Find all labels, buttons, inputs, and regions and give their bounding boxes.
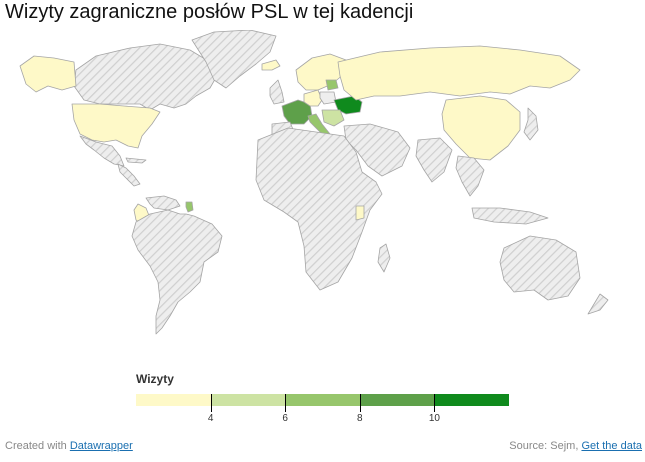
region-united-kingdom[interactable] bbox=[269, 79, 285, 105]
legend: Wizyty 4 6 8 10 bbox=[136, 372, 510, 432]
region-french-guiana[interactable] bbox=[185, 201, 194, 213]
legend-swatch bbox=[434, 394, 509, 406]
legend-swatch bbox=[210, 394, 286, 406]
legend-tick bbox=[285, 394, 287, 412]
legend-color-scale bbox=[136, 394, 509, 406]
region-germany[interactable] bbox=[303, 89, 323, 107]
legend-swatch bbox=[136, 394, 211, 406]
region-central-america[interactable] bbox=[117, 163, 141, 187]
region-lithuania[interactable] bbox=[325, 79, 339, 91]
region-canada[interactable] bbox=[73, 43, 219, 111]
legend-tick-label: 6 bbox=[282, 413, 288, 424]
source-label: Source: Sejm, bbox=[509, 440, 579, 452]
legend-swatch bbox=[285, 394, 360, 406]
region-venezuela[interactable] bbox=[145, 195, 181, 211]
region-balkans[interactable] bbox=[321, 109, 345, 127]
datawrapper-link[interactable]: Datawrapper bbox=[69, 440, 133, 452]
region-south-america[interactable] bbox=[131, 209, 223, 335]
region-poland[interactable] bbox=[319, 91, 337, 105]
region-africa[interactable] bbox=[255, 127, 383, 291]
region-scandinavia[interactable] bbox=[295, 53, 347, 91]
world-map bbox=[19, 30, 609, 335]
region-france[interactable] bbox=[281, 99, 313, 125]
region-russia[interactable] bbox=[337, 45, 581, 101]
region-southeast-asia[interactable] bbox=[455, 155, 485, 197]
region-india[interactable] bbox=[415, 137, 453, 183]
legend-tick-label: 4 bbox=[207, 413, 214, 424]
legend-tick bbox=[359, 394, 361, 412]
region-iceland[interactable] bbox=[261, 59, 281, 71]
credit-text: Created with Datawrapper bbox=[5, 440, 133, 452]
get-data-link[interactable]: Get the data bbox=[581, 440, 642, 452]
region-australia[interactable] bbox=[499, 235, 581, 301]
region-japan[interactable] bbox=[523, 107, 539, 141]
created-with-label: Created with bbox=[5, 440, 67, 452]
region-indonesia[interactable] bbox=[471, 207, 549, 225]
legend-tick-label: 10 bbox=[428, 413, 440, 424]
region-kenya[interactable] bbox=[355, 205, 365, 221]
legend-tick bbox=[210, 394, 212, 412]
legend-tick bbox=[434, 394, 436, 412]
region-madagascar[interactable] bbox=[377, 243, 391, 273]
region-greenland[interactable] bbox=[191, 30, 277, 89]
region-china[interactable] bbox=[441, 95, 521, 161]
region-new-zealand[interactable] bbox=[587, 293, 609, 315]
legend-title: Wizyty bbox=[136, 372, 174, 386]
source-text: Source: Sejm, Get the data bbox=[509, 440, 642, 452]
legend-swatch bbox=[359, 394, 435, 406]
region-united-states[interactable] bbox=[71, 103, 161, 149]
region-alaska[interactable] bbox=[19, 55, 77, 93]
region-cuba[interactable] bbox=[125, 157, 147, 164]
legend-tick-label: 8 bbox=[357, 413, 363, 424]
page-title: Wizyty zagraniczne posłów PSL w tej kade… bbox=[5, 1, 414, 23]
